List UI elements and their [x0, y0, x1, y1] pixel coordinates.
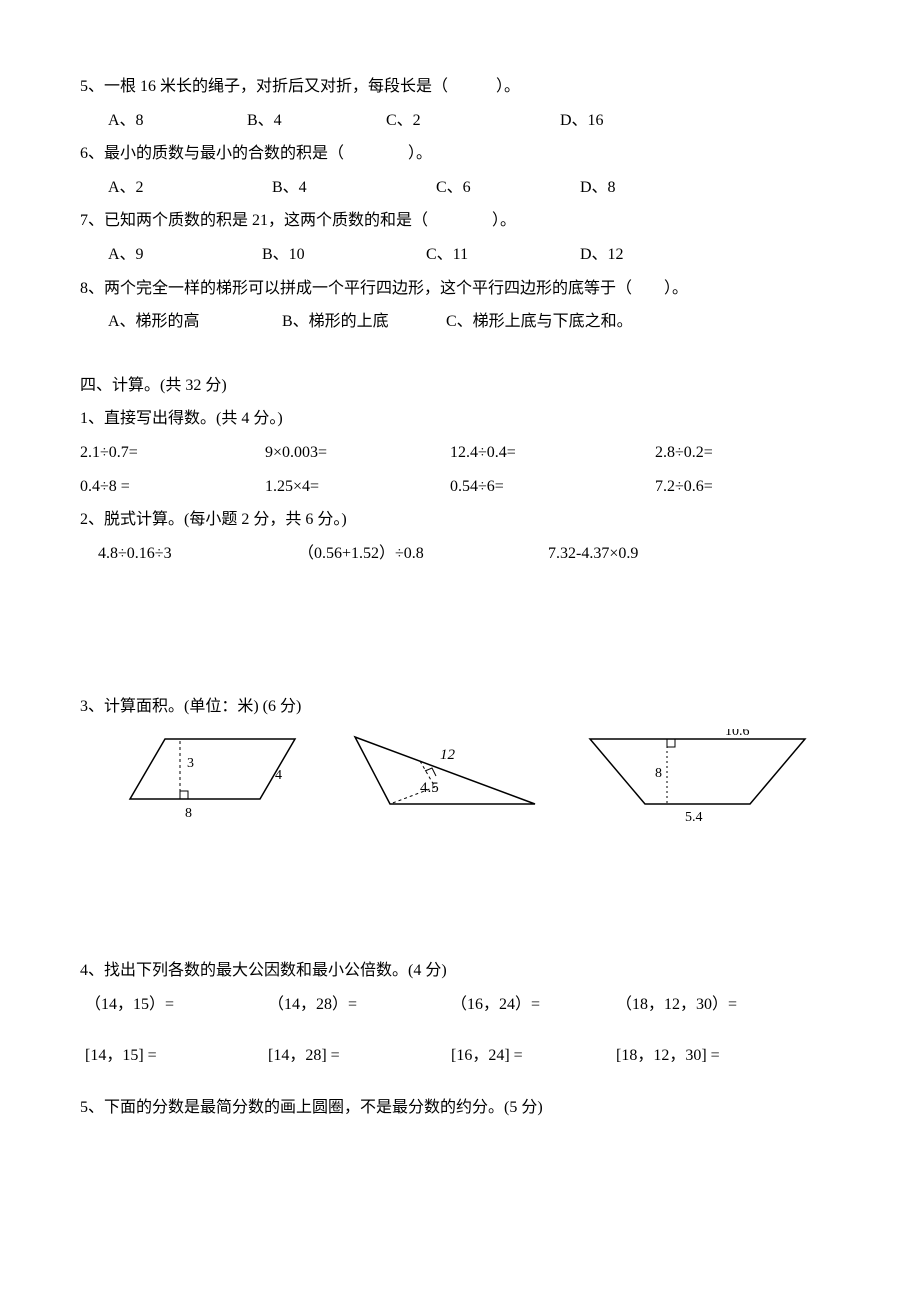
calc-2b: 1.25×4= [265, 470, 450, 504]
calc-3a: 4.8÷0.16÷3 [98, 537, 298, 571]
q8-options: A、梯形的高 B、梯形的上底 C、梯形上底与下底之和。 [80, 305, 840, 339]
calc-row-1: 2.1÷0.7= 9×0.003= 12.4÷0.4= 2.8÷0.2= [80, 436, 840, 470]
question-5: 5、一根 16 米长的绳子，对折后又对折，每段长是（ ）。 A、8 B、4 C、… [80, 70, 840, 137]
s4-p1-title: 1、直接写出得数。(共 4 分。) [80, 402, 840, 436]
lcm-row-2: [14，15] = [14，28] = [16，24] = [18，12，30]… [80, 1039, 840, 1073]
s4-p5-title: 5、下面的分数是最简分数的画上圆圈，不是最分数的约分。(5 分) [80, 1091, 840, 1125]
question-6: 6、最小的质数与最小的合数的积是（ ）。 A、2 B、4 C、6 D、8 [80, 137, 840, 204]
lcm-2c: [16，24] = [451, 1039, 616, 1073]
q6-text: 6、最小的质数与最小的合数的积是（ ）。 [80, 137, 840, 171]
calc-2a: 0.4÷8 = [80, 470, 265, 504]
trap-bottom: 5.4 [685, 810, 703, 825]
calc-3b: （0.56+1.52）÷0.8 [298, 537, 548, 571]
gcd-1d: （18，12，30）= [616, 988, 737, 1022]
tri-base: 4.5 [420, 780, 439, 796]
gcd-row-1: （14，15）= （14，28）= （16，24）= （18，12，30）= [80, 988, 840, 1022]
para-side: 4 [275, 768, 282, 783]
q6-options: A、2 B、4 C、6 D、8 [80, 171, 840, 205]
calc-row-3: 4.8÷0.16÷3 （0.56+1.52）÷0.8 7.32-4.37×0.9 [80, 537, 840, 571]
q5-opt-d: D、16 [560, 104, 604, 138]
question-7: 7、已知两个质数的积是 21，这两个质数的和是（ ）。 A、9 B、10 C、1… [80, 204, 840, 271]
trapezoid-figure: 10.6 8 5.4 [585, 729, 810, 829]
lcm-2b: [14，28] = [268, 1039, 451, 1073]
q7-options: A、9 B、10 C、11 D、12 [80, 238, 840, 272]
q6-opt-c: C、6 [436, 171, 576, 205]
question-8: 8、两个完全一样的梯形可以拼成一个平行四边形，这个平行四边形的底等于（ ）。 A… [80, 272, 840, 339]
calc-1c: 12.4÷0.4= [450, 436, 655, 470]
para-h: 3 [187, 756, 194, 771]
q8-opt-c: C、梯形上底与下底之和。 [446, 305, 633, 339]
calc-3c: 7.32-4.37×0.9 [548, 537, 638, 571]
q5-opt-a: A、8 [108, 104, 243, 138]
section-4: 四、计算。(共 32 分) 1、直接写出得数。(共 4 分。) 2.1÷0.7=… [80, 369, 840, 1125]
gcd-1c: （16，24）= [451, 988, 616, 1022]
calc-2d: 7.2÷0.6= [655, 470, 805, 504]
calc-1a: 2.1÷0.7= [80, 436, 265, 470]
trap-h: 8 [655, 766, 662, 781]
para-base: 8 [185, 806, 192, 821]
q7-text: 7、已知两个质数的积是 21，这两个质数的和是（ ）。 [80, 204, 840, 238]
q5-text: 5、一根 16 米长的绳子，对折后又对折，每段长是（ ）。 [80, 70, 840, 104]
lcm-2a: [14，15] = [85, 1039, 268, 1073]
q6-opt-b: B、4 [272, 171, 432, 205]
lcm-2d: [18，12，30] = [616, 1039, 720, 1073]
gcd-1b: （14，28）= [268, 988, 451, 1022]
q5-opt-c: C、2 [386, 104, 556, 138]
calc-1b: 9×0.003= [265, 436, 450, 470]
q7-opt-c: C、11 [426, 238, 576, 272]
s4-title: 四、计算。(共 32 分) [80, 369, 840, 403]
trapezoid-svg: 10.6 8 5.4 [585, 729, 810, 829]
q8-text: 8、两个完全一样的梯形可以拼成一个平行四边形，这个平行四边形的底等于（ ）。 [80, 272, 840, 306]
parallelogram-svg: 3 4 8 [125, 729, 305, 829]
q6-opt-d: D、8 [580, 171, 616, 205]
calc-2c: 0.54÷6= [450, 470, 655, 504]
triangle-svg: 12 4.5 [345, 729, 545, 829]
figures-row: 3 4 8 12 4.5 10.6 8 5.4 [80, 729, 840, 829]
tri-hyp: 12 [440, 747, 456, 763]
q7-opt-d: D、12 [580, 238, 624, 272]
s4-p3-title: 3、计算面积。(单位：米) (6 分) [80, 690, 840, 724]
q8-opt-b: B、梯形的上底 [282, 305, 442, 339]
gcd-1a: （14，15）= [85, 988, 268, 1022]
q7-opt-b: B、10 [262, 238, 422, 272]
s4-p2-title: 2、脱式计算。(每小题 2 分，共 6 分。) [80, 503, 840, 537]
q7-opt-a: A、9 [108, 238, 258, 272]
s4-p4-title: 4、找出下列各数的最大公因数和最小公倍数。(4 分) [80, 954, 840, 988]
q5-options: A、8 B、4 C、2 D、16 [80, 104, 840, 138]
q5-opt-b: B、4 [247, 104, 382, 138]
calc-row-2: 0.4÷8 = 1.25×4= 0.54÷6= 7.2÷0.6= [80, 470, 840, 504]
triangle-figure: 12 4.5 [345, 729, 545, 829]
q6-opt-a: A、2 [108, 171, 268, 205]
q8-opt-a: A、梯形的高 [108, 305, 278, 339]
parallelogram-figure: 3 4 8 [125, 729, 305, 829]
calc-1d: 2.8÷0.2= [655, 436, 805, 470]
trap-top: 10.6 [725, 729, 750, 739]
